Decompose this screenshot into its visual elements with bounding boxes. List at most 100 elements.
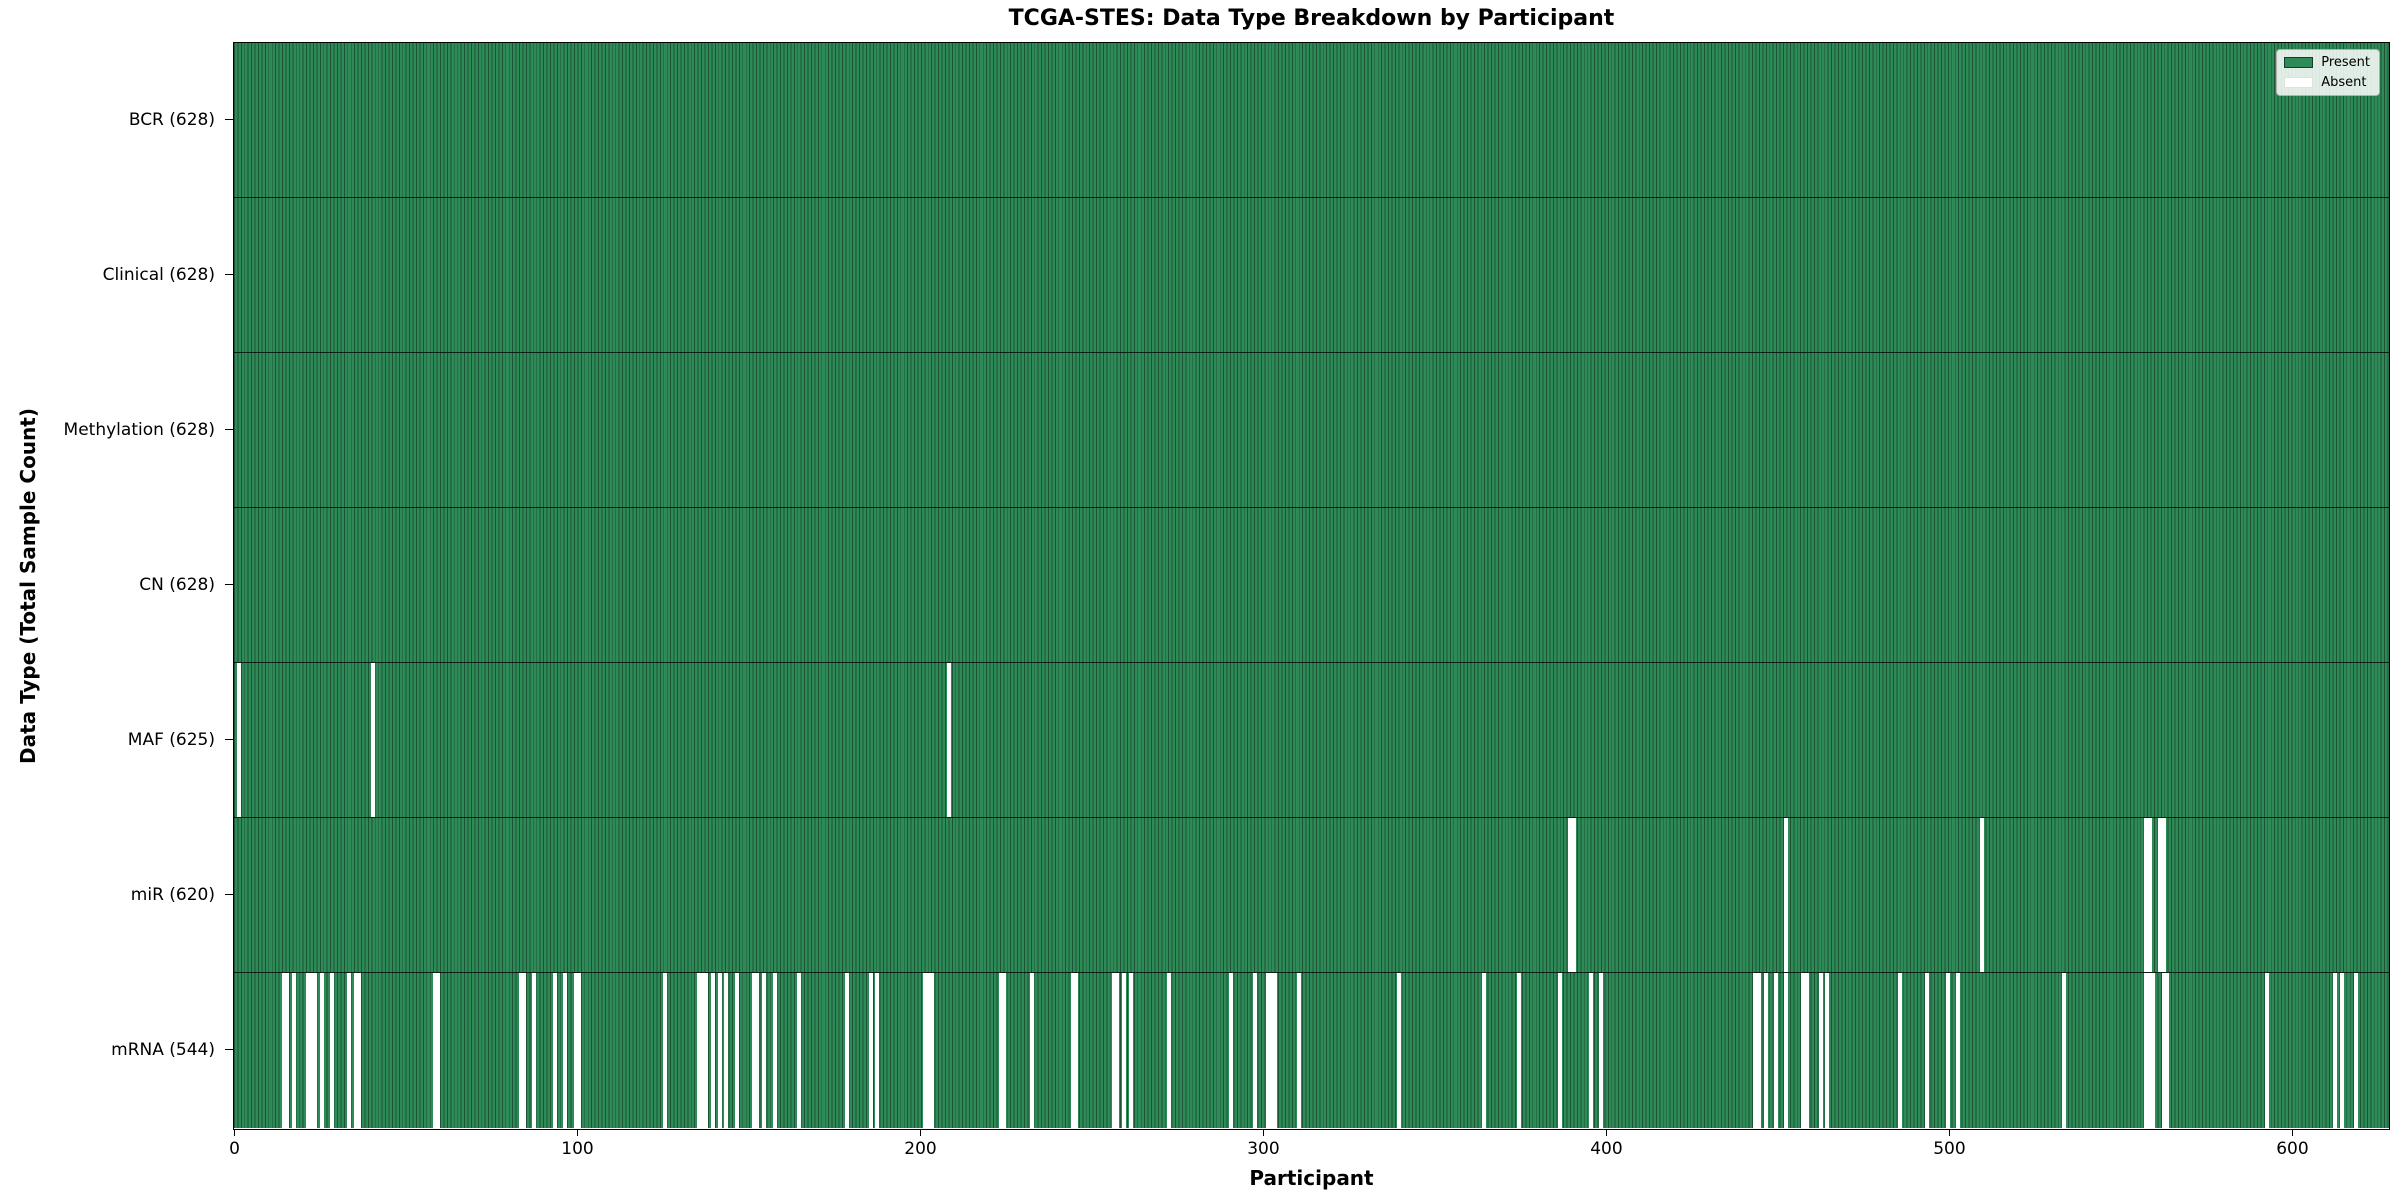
legend: Present Absent (2276, 49, 2380, 96)
absent-stripe (926, 973, 931, 1128)
absent-stripe (319, 973, 324, 1128)
absent-stripe (292, 973, 297, 1128)
data-type-row (234, 973, 2389, 1128)
absent-stripe (237, 663, 242, 817)
y-tick-mark (225, 273, 233, 276)
absent-stripe (2158, 818, 2163, 972)
absent-stripe (2062, 973, 2067, 1128)
absent-stripe (1029, 973, 1034, 1128)
x-tick-mark (919, 1129, 922, 1136)
absent-stripe (576, 973, 581, 1128)
legend-absent-swatch (2284, 77, 2314, 88)
absent-stripe (844, 973, 849, 1128)
y-tick-label: miR (620) (130, 884, 215, 905)
absent-stripe (755, 973, 760, 1128)
absent-stripe (1269, 973, 1274, 1128)
absent-stripe (1756, 973, 1761, 1128)
absent-stripe (1804, 973, 1809, 1128)
absent-stripe (532, 973, 537, 1128)
x-tick-label: 100 (561, 1139, 594, 1159)
absent-stripe (1070, 973, 1075, 1128)
x-tick-mark (576, 1129, 579, 1136)
absent-stripe (998, 973, 1003, 1128)
absent-stripe (1945, 973, 1950, 1128)
plot-area: Present Absent (233, 42, 2390, 1130)
absent-stripe (1516, 973, 1521, 1128)
data-type-row (234, 508, 2389, 663)
absent-stripe (717, 973, 722, 1128)
absent-stripe (700, 973, 705, 1128)
absent-stripe (309, 973, 314, 1128)
absent-stripe (306, 973, 311, 1128)
absent-stripe (354, 973, 359, 1128)
absent-stripe (2151, 973, 2156, 1128)
absent-stripe (573, 973, 578, 1128)
absent-stripe (371, 663, 376, 817)
absent-stripe (563, 973, 568, 1128)
absent-stripe (347, 973, 352, 1128)
absent-stripe (1979, 818, 1984, 972)
absent-stripe (1297, 973, 1302, 1128)
absent-stripe (285, 973, 290, 1128)
absent-stripe (662, 973, 667, 1128)
absent-stripe (1955, 973, 1960, 1128)
absent-stripe (1252, 973, 1257, 1128)
absent-stripe (1112, 973, 1117, 1128)
data-type-row (234, 198, 2389, 353)
absent-stripe (2147, 818, 2152, 972)
absent-stripe (930, 973, 935, 1128)
y-tick-mark (225, 738, 233, 741)
absent-stripe (697, 973, 702, 1128)
absent-stripe (1801, 973, 1806, 1128)
absent-stripe (2161, 973, 2166, 1128)
absent-stripe (1557, 973, 1562, 1128)
chart-title: TCGA-STES: Data Type Breakdown by Partic… (1008, 6, 1615, 31)
y-tick-mark (225, 1048, 233, 1051)
absent-stripe (875, 973, 880, 1128)
absent-stripe (330, 973, 335, 1128)
legend-entry: Absent (2284, 75, 2370, 90)
absent-stripe (1482, 973, 1487, 1128)
absent-stripe (1228, 973, 1233, 1128)
y-tick-mark (225, 583, 233, 586)
y-tick-mark (225, 893, 233, 896)
absent-stripe (1818, 973, 1823, 1128)
x-tick-mark (1262, 1129, 1265, 1136)
legend-label: Present (2321, 55, 2370, 70)
absent-stripe (923, 973, 928, 1128)
absent-stripe (762, 973, 767, 1128)
x-tick-mark (2291, 1129, 2294, 1136)
absent-stripe (1122, 973, 1127, 1128)
absent-stripe (734, 973, 739, 1128)
absent-stripe (522, 973, 527, 1128)
absent-stripe (2333, 973, 2338, 1128)
x-tick-label: 0 (229, 1139, 240, 1159)
absent-stripe (1784, 973, 1789, 1128)
absent-stripe (1924, 973, 1929, 1128)
absent-stripe (282, 973, 287, 1128)
absent-stripe (1115, 973, 1120, 1128)
absent-stripe (2147, 973, 2152, 1128)
data-type-row (234, 818, 2389, 973)
absent-stripe (2165, 973, 2170, 1128)
absent-stripe (1599, 973, 1604, 1128)
absent-stripe (1396, 973, 1401, 1128)
x-tick-label: 400 (1590, 1139, 1623, 1159)
x-tick-mark (233, 1129, 236, 1136)
data-type-row (234, 353, 2389, 508)
absent-stripe (1002, 973, 1007, 1128)
absent-stripe (1166, 973, 1171, 1128)
rows-container (234, 43, 2389, 1128)
x-tick-label: 600 (2276, 1139, 2309, 1159)
absent-stripe (312, 973, 317, 1128)
absent-stripe (1266, 973, 1271, 1128)
absent-stripe (1753, 973, 1758, 1128)
absent-stripe (552, 973, 557, 1128)
y-tick-mark (225, 428, 233, 431)
data-type-row (234, 663, 2389, 818)
absent-stripe (1774, 973, 1779, 1128)
absent-stripe (357, 973, 362, 1128)
absent-stripe (703, 973, 708, 1128)
y-tick-label: BCR (628) (128, 109, 215, 130)
